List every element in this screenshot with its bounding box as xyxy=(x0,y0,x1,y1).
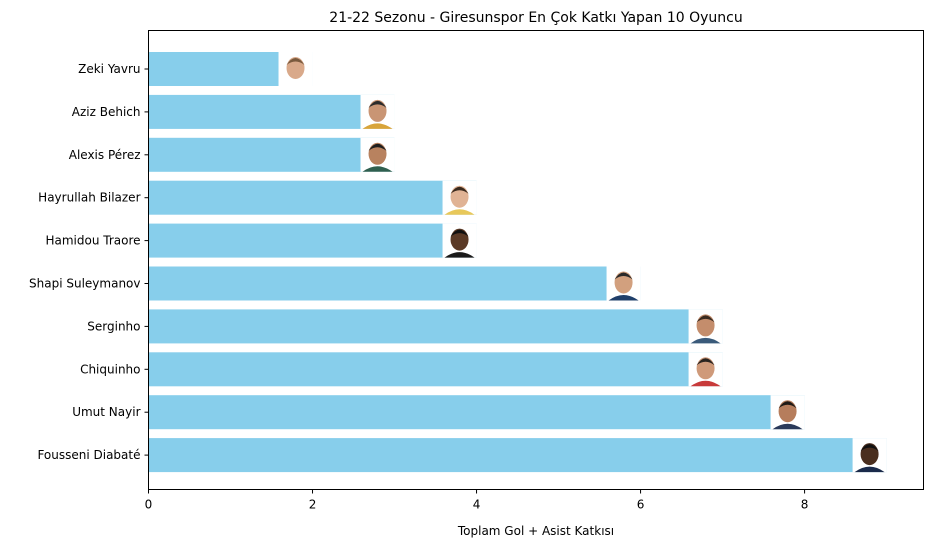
bar-5 xyxy=(148,266,641,301)
y-tick-label-3: Hayrullah Bilazer xyxy=(38,191,140,205)
x-tick-label-3: 6 xyxy=(637,498,645,512)
bar-7 xyxy=(148,352,723,387)
x-tick-label-4: 8 xyxy=(801,498,809,512)
bar-4 xyxy=(148,223,477,258)
y-tick-label-2: Alexis Pérez xyxy=(69,148,141,162)
y-axis: Zeki Yavru Aziz Behich Alexis Pérez Hayrull… xyxy=(29,62,149,462)
y-tick-label-1: Aziz Behich xyxy=(72,105,141,119)
chart-title: 21-22 Sezonu - Giresunspor En Çok Katkı … xyxy=(329,10,742,26)
y-tick-label-9: Fousseni Diabaté xyxy=(37,448,140,462)
x-tick-label-0: 0 xyxy=(145,498,153,512)
x-tick-label-1: 2 xyxy=(309,498,317,512)
bar-6 xyxy=(148,309,723,344)
y-tick-label-0: Zeki Yavru xyxy=(78,62,140,76)
bar-1 xyxy=(148,94,395,129)
player-photo-8 xyxy=(770,395,805,430)
plot-frame xyxy=(148,30,924,490)
x-axis: 0 2 4 6 8 xyxy=(145,489,809,512)
player-photos-layer xyxy=(278,52,887,473)
y-tick-label-7: Chiquinho xyxy=(80,362,140,376)
player-photo-4 xyxy=(442,223,477,258)
player-photo-1 xyxy=(360,94,395,129)
x-tick-label-2: 4 xyxy=(473,498,481,512)
bar-2 xyxy=(148,137,395,172)
player-photo-6 xyxy=(688,309,723,344)
player-photo-2 xyxy=(360,137,395,172)
bar-3 xyxy=(148,180,477,215)
player-photo-0 xyxy=(278,52,313,86)
bar-8 xyxy=(148,395,805,430)
player-photo-9 xyxy=(852,438,887,473)
y-tick-label-6: Serginho xyxy=(87,319,140,333)
bar-9 xyxy=(148,438,887,473)
player-photo-5 xyxy=(606,266,641,301)
y-tick-label-5: Shapi Suleymanov xyxy=(29,277,140,291)
player-photo-3 xyxy=(442,180,477,215)
y-tick-label-8: Umut Nayir xyxy=(72,405,140,419)
player-photo-7 xyxy=(688,352,723,387)
bars-layer xyxy=(148,52,887,473)
x-axis-label: Toplam Gol + Asist Katkısı xyxy=(457,524,614,538)
y-tick-label-4: Hamidou Traore xyxy=(45,234,140,248)
